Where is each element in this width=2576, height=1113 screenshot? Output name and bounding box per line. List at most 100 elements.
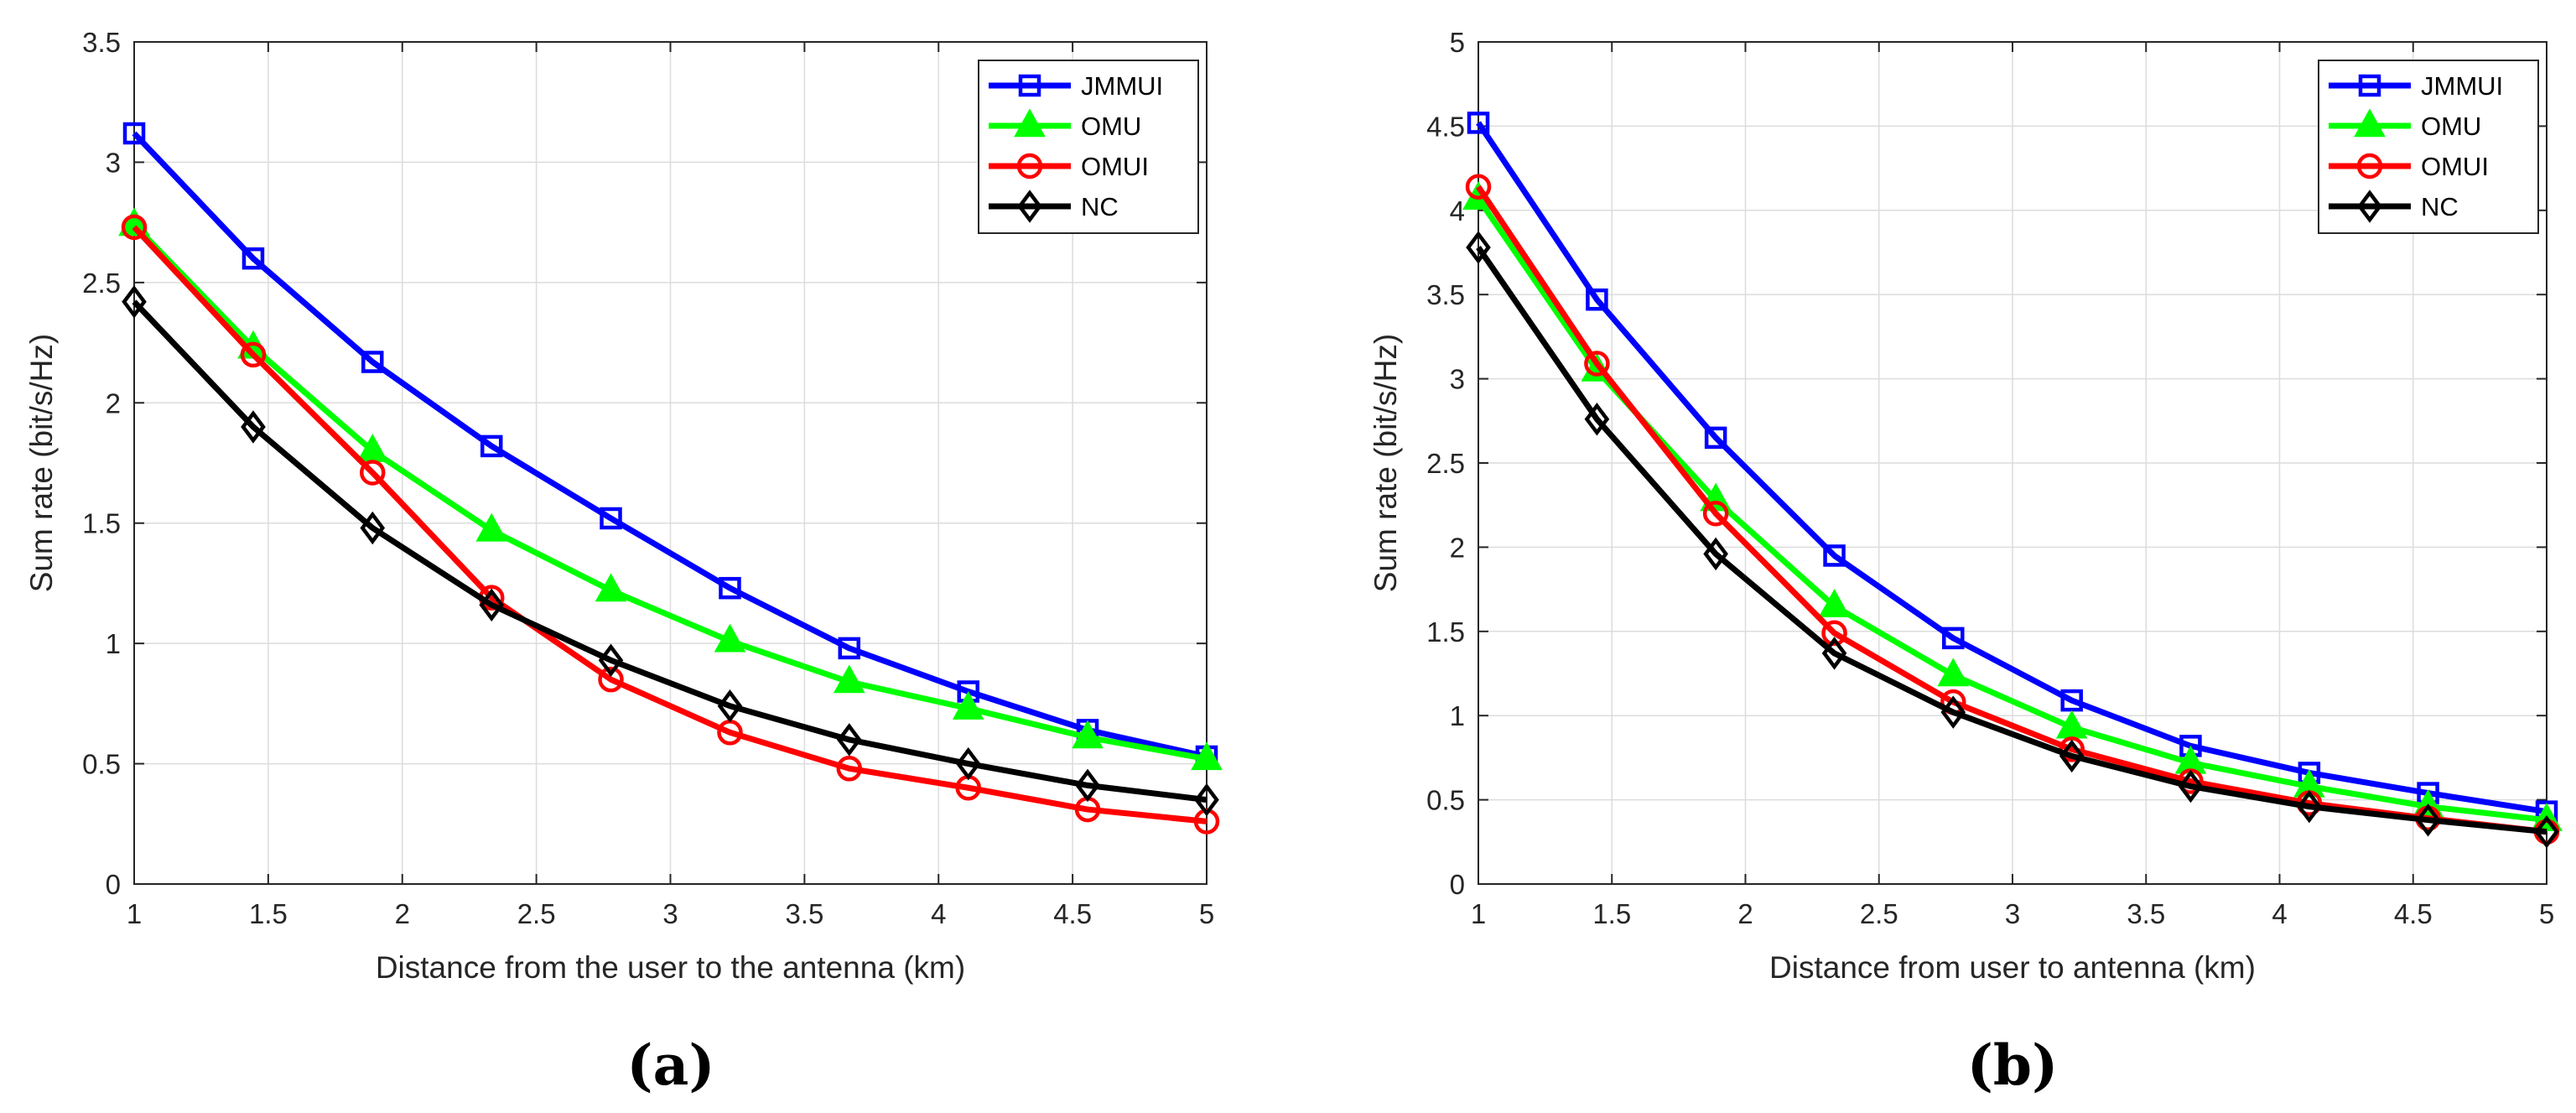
x-tick-label: 3 [662, 898, 678, 929]
y-tick-label: 3 [106, 147, 121, 178]
data-point [2060, 689, 2083, 712]
legend-item-jmmui: JMMUI [2329, 71, 2503, 101]
series-line [132, 222, 1208, 762]
legend-item-nc: NC [989, 190, 1119, 223]
data-point [480, 434, 503, 458]
y-tick-label: 0.5 [82, 749, 121, 780]
x-tick-label: 5 [1199, 898, 1214, 929]
data-point [240, 341, 267, 368]
y-tick-label: 5 [1450, 27, 1465, 58]
data-point [1702, 500, 1729, 527]
legend-label: OMUI [1081, 152, 1149, 181]
data-point [836, 723, 862, 757]
data-point [1818, 589, 1851, 617]
y-tick-label: 0.5 [1426, 785, 1465, 816]
data-point [2415, 803, 2441, 837]
x-axis-label: Distance from user to antenna (km) [1769, 950, 2256, 985]
data-point [955, 746, 981, 781]
data-point [952, 690, 984, 720]
y-tick-label: 0 [106, 869, 121, 900]
data-point [1942, 627, 1965, 650]
x-tick-label: 5 [2539, 898, 2554, 929]
series-line [132, 299, 1208, 804]
series-line [132, 131, 1208, 760]
x-tick-label: 4.5 [1053, 898, 1092, 929]
legend-marker [2356, 153, 2383, 179]
y-tick-label: 2.5 [82, 268, 121, 299]
data-point [1821, 620, 1847, 647]
x-tick-label: 2.5 [517, 898, 556, 929]
data-point [1584, 403, 1610, 436]
legend-label: OMUI [2421, 152, 2489, 181]
x-tick-label: 4 [931, 898, 946, 929]
data-point [360, 511, 386, 545]
data-point [1584, 351, 1610, 377]
x-tick-label: 4.5 [2394, 898, 2433, 929]
data-point [360, 460, 386, 486]
data-point [1191, 741, 1223, 771]
legend-label: NC [2421, 192, 2459, 221]
data-point [600, 507, 622, 530]
data-point [838, 637, 861, 660]
panel-label: (a) [626, 1032, 714, 1098]
x-tick-label: 2 [395, 898, 410, 929]
data-point [121, 214, 148, 241]
legend-marker [1016, 153, 1043, 179]
data-point [1465, 174, 1492, 200]
data-point [1586, 288, 1608, 311]
y-tick-label: 3.5 [1426, 279, 1465, 310]
data-point [598, 666, 624, 693]
data-point [475, 512, 508, 542]
legend-item-omui: OMUI [2329, 152, 2489, 181]
y-tick-label: 4 [1450, 195, 1465, 226]
chart-panel-a: 1 1.5 2 2.5 3 3.5 4 4.5 5 0 0.5 1 1.5 2 2.5 3 3.5 Distanc… [24, 27, 1223, 1098]
y-tick-label: 1 [1450, 700, 1465, 731]
legend-marker [2354, 108, 2386, 138]
legend-label: JMMUI [1081, 71, 1163, 101]
legend-label: NC [1081, 192, 1119, 221]
data-point [122, 122, 146, 145]
y-tick-label: 1.5 [82, 508, 121, 539]
legend-item-jmmui: JMMUI [989, 71, 1163, 101]
data-point [118, 207, 150, 237]
y-tick-label: 3.5 [82, 27, 121, 58]
data-point [714, 623, 746, 653]
data-point [717, 689, 743, 723]
data-point [2297, 789, 2322, 824]
y-axis-label: Sum rate (bit/s/Hz) [24, 334, 59, 592]
x-tick-label: 4 [2272, 898, 2287, 929]
series-nc [1466, 231, 2559, 849]
data-point [833, 664, 865, 694]
legend-marker [2358, 74, 2381, 97]
x-tick-label: 1 [1471, 898, 1486, 929]
data-point [2534, 815, 2559, 849]
y-axis-label: Sum rate (bit/s/Hz) [1368, 334, 1403, 592]
legend: JMMUI OMU OMUI NC [2318, 60, 2539, 234]
data-point [242, 247, 265, 270]
data-point [1823, 544, 1846, 567]
data-point [1467, 112, 1490, 134]
data-point [479, 588, 505, 622]
x-tick-label: 2.5 [1860, 898, 1898, 929]
x-tick-label: 3 [2005, 898, 2020, 929]
legend-label: OMU [2421, 112, 2481, 141]
legend-item-omui: OMUI [989, 152, 1149, 181]
legend-item-omu: OMU [2329, 108, 2481, 141]
data-point [1937, 658, 1970, 687]
x-tick-label: 1.5 [1592, 898, 1631, 929]
x-tick-label: 3.5 [785, 898, 823, 929]
series-line [1476, 121, 2547, 815]
y-tick-label: 2 [106, 387, 121, 419]
x-axis-label: Distance from the user to the antenna (k… [376, 950, 965, 985]
legend-label: OMU [1081, 112, 1141, 141]
legend-marker [2357, 190, 2382, 223]
series-line [1476, 245, 2547, 835]
data-point [595, 573, 627, 602]
x-tick-label: 1.5 [249, 898, 288, 929]
data-point [1821, 637, 1847, 670]
data-point [361, 351, 384, 373]
x-tick-label: 1 [127, 898, 142, 929]
y-tick-label: 3 [1450, 364, 1465, 395]
data-point [1072, 720, 1104, 749]
series-line [132, 225, 1208, 824]
